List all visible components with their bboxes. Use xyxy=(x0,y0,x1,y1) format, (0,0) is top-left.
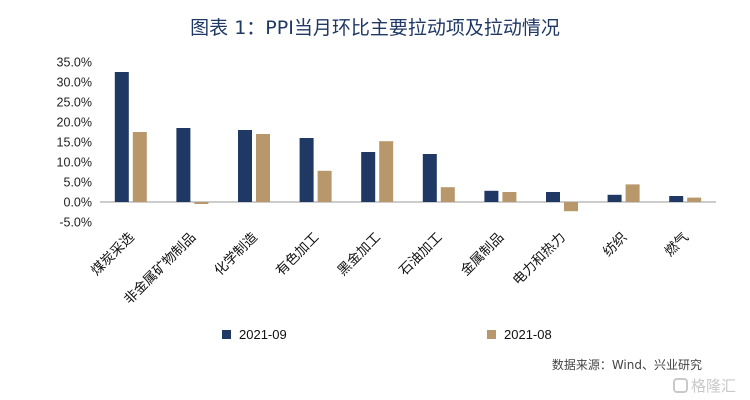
y-tick-label: 5.0% xyxy=(64,176,93,190)
y-tick-label: 35.0% xyxy=(57,56,92,70)
source-note: 数据来源：Wind、兴业研究 xyxy=(551,358,702,372)
bar-2021-09-电力和热力 xyxy=(546,192,560,202)
legend-label-2021-08: 2021-08 xyxy=(504,327,552,342)
y-tick-label: 30.0% xyxy=(57,76,92,90)
legend-item-2021-08: 2021-08 xyxy=(487,327,552,342)
bar-2021-08-燃气 xyxy=(687,197,702,202)
x-category-label: 纺织 xyxy=(600,230,630,260)
bar-2021-08-非金属矿物制品 xyxy=(194,202,209,204)
bar-2021-09-有色加工 xyxy=(299,138,314,202)
x-category-label: 电力和热力 xyxy=(510,230,569,289)
x-category-label: 石油加工 xyxy=(396,230,445,279)
bar-2021-08-煤炭采选 xyxy=(132,132,147,202)
bar-2021-08-化学制造 xyxy=(256,134,270,202)
y-tick-label: 10.0% xyxy=(57,156,92,170)
bar-2021-09-燃气 xyxy=(669,196,684,202)
bar-2021-09-煤炭采选 xyxy=(114,72,129,202)
legend-label-2021-09: 2021-09 xyxy=(239,327,287,342)
watermark-text: 格隆汇 xyxy=(690,377,736,395)
x-category-label: 黑金加工 xyxy=(335,230,384,279)
watermark: 格隆汇 xyxy=(672,375,736,396)
x-category-label: 金属制品 xyxy=(458,230,507,279)
x-category-label: 燃气 xyxy=(661,229,692,260)
bar-2021-08-黑金加工 xyxy=(379,141,394,202)
chart-title: 图表 1：PPI当月环比主要拉动项及拉动情况 xyxy=(190,17,560,39)
bar-2021-08-有色加工 xyxy=(317,170,332,202)
legend-item-2021-09: 2021-09 xyxy=(222,327,287,342)
bar-2021-09-纺织 xyxy=(607,194,622,202)
watermark-logo-icon xyxy=(672,378,688,393)
x-category-label: 有色加工 xyxy=(272,229,322,279)
bar-2021-09-石油加工 xyxy=(422,154,437,202)
y-tick-label: 25.0% xyxy=(57,96,92,110)
bar-2021-08-石油加工 xyxy=(440,187,455,202)
bar-2021-09-化学制造 xyxy=(238,130,252,202)
bar-2021-08-纺织 xyxy=(625,184,640,202)
legend-swatch-2021-08 xyxy=(487,330,496,339)
x-category-label: 煤炭采选 xyxy=(88,229,138,279)
y-tick-label: 0.0% xyxy=(64,196,93,210)
bar-2021-09-黑金加工 xyxy=(361,152,376,202)
legend-swatch-2021-09 xyxy=(222,330,231,339)
bar-2021-09-金属制品 xyxy=(484,190,499,202)
bar-2021-08-金属制品 xyxy=(502,192,517,202)
y-tick-label: -5.0% xyxy=(59,216,92,230)
x-category-label: 化学制造 xyxy=(211,229,261,279)
bar-2021-09-非金属矿物制品 xyxy=(176,128,191,202)
y-tick-label: 20.0% xyxy=(57,116,92,130)
y-tick-label: 15.0% xyxy=(57,136,92,150)
bar-2021-08-电力和热力 xyxy=(564,202,578,212)
